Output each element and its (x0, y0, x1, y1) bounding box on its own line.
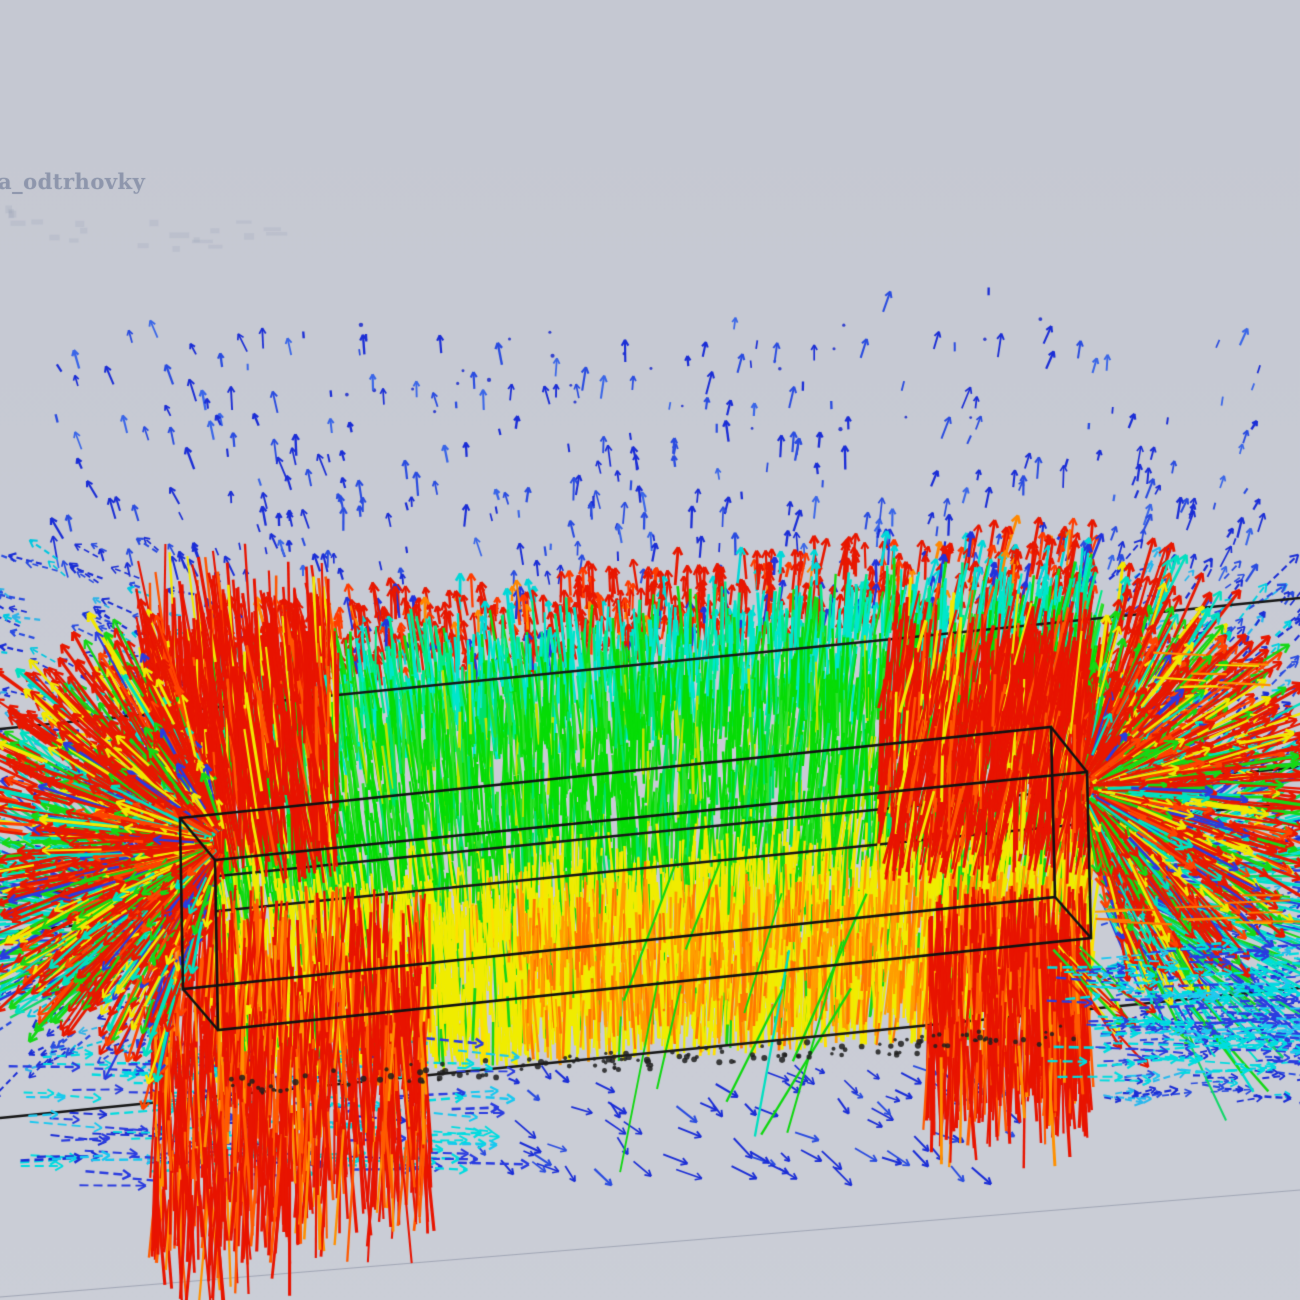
watermark-text: a_odtrhovky (0, 169, 146, 194)
